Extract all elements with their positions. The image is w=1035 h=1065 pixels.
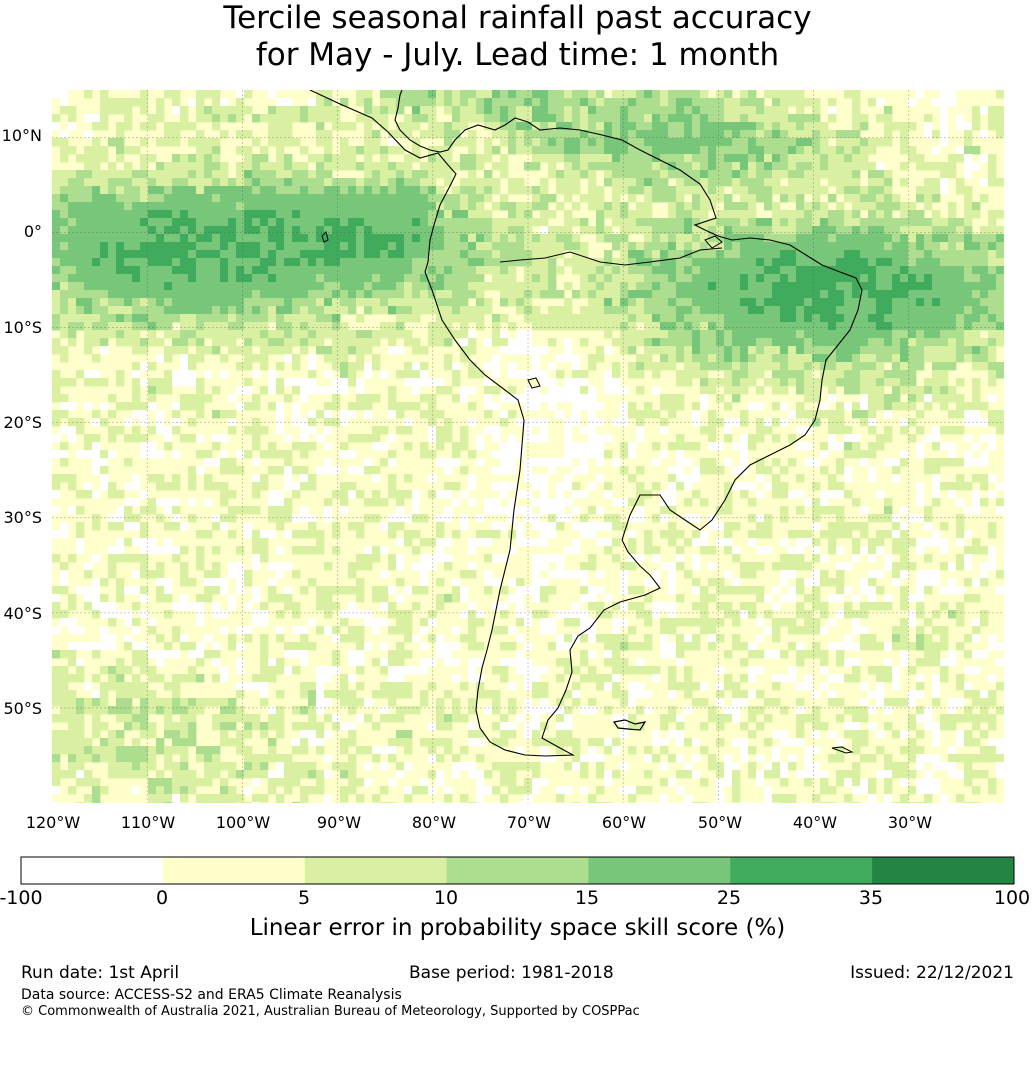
lon-label-100w: 100°W (215, 813, 271, 832)
issued-date: Issued: 22/12/2021 (850, 963, 1014, 983)
colorbar-swatch (872, 857, 1015, 884)
gridlines (52, 90, 1004, 803)
lon-label-70w: 70°W (506, 813, 552, 832)
lon-label-50w: 50°W (697, 813, 743, 832)
colorbar-swatch (162, 857, 306, 884)
colorbar-tick-3: 10 (433, 887, 459, 909)
colorbar-swatch (21, 857, 164, 884)
colorbar-swatch (304, 857, 448, 884)
colorbar-tick-4: 15 (574, 887, 600, 909)
lon-label-110w: 110°W (120, 813, 176, 832)
lake-titicaca (527, 377, 541, 389)
base-period: Base period: 1981-2018 (409, 963, 614, 983)
lon-label-30w: 30°W (887, 813, 933, 832)
galapagos-islands (321, 231, 329, 243)
lat-label-20s: 20°S (3, 413, 42, 432)
lat-label-40s: 40°S (3, 604, 42, 623)
colorbar-swatch (446, 857, 589, 884)
lat-label-10n: 10°N (1, 126, 42, 145)
title-line-2: for May - July. Lead time: 1 month (255, 37, 780, 73)
data-source: Data source: ACCESS-S2 and ERA5 Climate … (21, 987, 402, 1003)
colorbar-tick-2: 5 (297, 887, 311, 909)
lon-label-90w: 90°W (316, 813, 362, 832)
lat-label-50s: 50°S (3, 699, 42, 718)
lon-label-60w: 60°W (601, 813, 647, 832)
run-date: Run date: 1st April (21, 963, 180, 983)
colorbar-tick-0: -100 (0, 887, 43, 909)
lat-label-10s: 10°S (3, 318, 42, 337)
colorbar-tick-5: 25 (716, 887, 742, 909)
skill-field (52, 90, 1004, 803)
colorbar-label: Linear error in probability space skill … (249, 915, 786, 941)
colorbar-frame (20, 856, 1015, 885)
lat-label-30s: 30°S (3, 508, 42, 527)
amazon-river (499, 247, 723, 266)
marajo-island (704, 235, 723, 249)
map-title: Tercile seasonal rainfall past accuracy … (0, 0, 1035, 74)
south-georgia (831, 746, 854, 754)
colorbar-tick-7: 100 (993, 887, 1031, 909)
skill-score-map (52, 90, 1004, 803)
lon-label-80w: 80°W (411, 813, 457, 832)
lon-label-120w: 120°W (25, 813, 81, 832)
colorbar-swatches (21, 857, 1015, 884)
copyright: © Commonwealth of Australia 2021, Austra… (21, 1004, 640, 1019)
colorbar-swatch (730, 857, 873, 884)
colorbar-tick-1: 0 (155, 887, 169, 909)
colorbar (20, 856, 1015, 885)
lat-label-0: 0° (23, 222, 42, 241)
lon-label-40w: 40°W (792, 813, 838, 832)
south-america-coastline (309, 90, 863, 757)
colorbar-tick-6: 35 (858, 887, 884, 909)
falkland-islands (612, 719, 647, 731)
title-line-1: Tercile seasonal rainfall past accuracy (223, 0, 812, 36)
colorbar-swatch (588, 857, 731, 884)
